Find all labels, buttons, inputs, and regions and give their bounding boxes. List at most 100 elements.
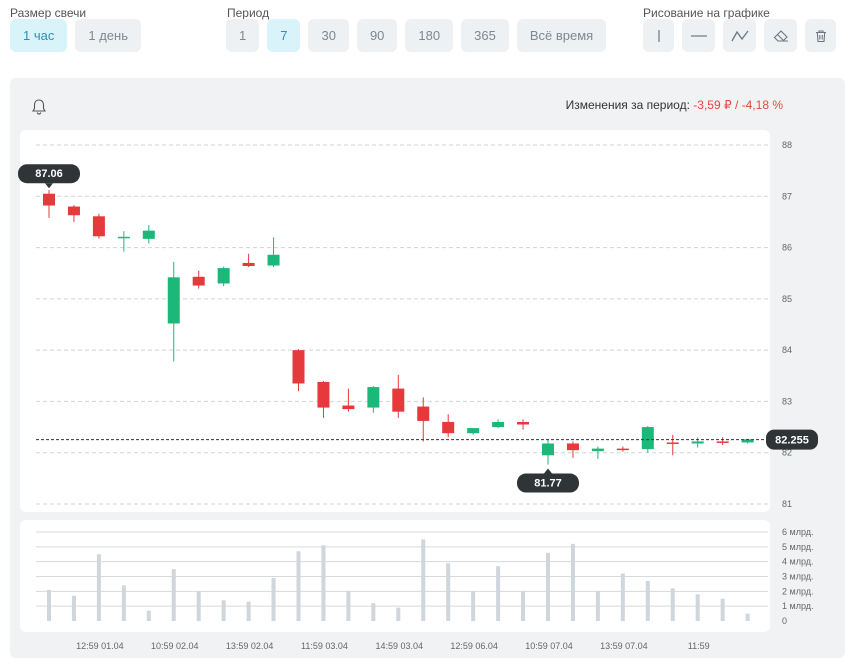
time-tick-label: 10:59 07.04: [525, 641, 573, 651]
volume-bar: [496, 566, 501, 621]
volume-bar: [71, 595, 76, 621]
candle-up: [492, 421, 505, 428]
period-30-button[interactable]: 30: [308, 19, 349, 52]
period-change-sep: /: [734, 98, 739, 112]
min-price-pointer: [544, 468, 552, 474]
time-tick-label: 14:59 03.04: [376, 641, 424, 651]
candle-down: [67, 206, 80, 216]
volume-bar: [670, 588, 675, 621]
volume-tick-label: 2 млрд.: [782, 586, 814, 596]
price-tick-label: 82: [782, 448, 792, 458]
period-title: Период: [227, 6, 270, 20]
eraser-tool[interactable]: [764, 19, 797, 52]
volume-bar: [271, 577, 276, 621]
candle-down: [192, 276, 205, 286]
time-tick-label: 13:59 02.04: [226, 641, 274, 651]
candle-down: [317, 381, 330, 408]
trend-line-icon: [730, 30, 749, 41]
period-7-button[interactable]: 7: [267, 19, 301, 52]
volume-bar: [695, 594, 700, 621]
price-tick-label: 84: [782, 345, 792, 355]
period-all-button[interactable]: Всё время: [516, 19, 607, 52]
volume-bar: [546, 552, 550, 621]
candle-up: [542, 443, 554, 456]
candle-down: [392, 388, 405, 412]
time-tick-label: 12:59 06.04: [450, 641, 498, 651]
candle-up: [741, 439, 754, 443]
candle-down: [342, 405, 355, 410]
volume-tick-label: 1 млрд.: [782, 601, 814, 611]
volume-bar: [620, 573, 625, 621]
candle-down: [442, 421, 455, 434]
clear-tool[interactable]: [805, 19, 836, 52]
volume-bar: [146, 610, 151, 621]
drawing-group: Рисование на графике: [643, 6, 770, 20]
candle-1d-button[interactable]: 1 день: [75, 19, 141, 52]
candle-down: [292, 350, 305, 384]
volume-bar: [595, 591, 600, 621]
volume-bar: [321, 545, 326, 621]
volume-bar: [171, 569, 176, 621]
volume-bar: [570, 543, 575, 621]
candle-down: [666, 442, 679, 444]
max-price-tag: [18, 164, 80, 184]
volume-bar: [221, 600, 226, 621]
trend-line-tool[interactable]: [723, 19, 756, 52]
drawing-title: Рисование на графике: [643, 6, 770, 20]
drawing-tools: [643, 19, 836, 52]
candle-down: [43, 193, 55, 206]
time-tick-label: 11:59: [688, 641, 710, 651]
period-180-button[interactable]: 180: [405, 19, 454, 52]
candle-down: [616, 448, 629, 451]
time-tick-label: 12:59 01.04: [76, 641, 124, 651]
candle-down: [517, 421, 530, 425]
period-change-pct: -4,18 %: [741, 98, 783, 112]
min-price-tag: [517, 473, 579, 493]
volume-bar: [346, 591, 351, 621]
volume-tick-label: 6 млрд.: [782, 527, 814, 537]
period-change-abs: -3,59 ₽: [693, 98, 732, 112]
period-365-button[interactable]: 365: [461, 19, 509, 52]
min-price-value: 81.77: [534, 478, 562, 490]
period-group: Период: [227, 6, 269, 20]
last-price-value: 82.255: [775, 435, 809, 447]
price-tick-label: 87: [782, 191, 792, 201]
candle-down: [716, 441, 729, 443]
volume-bar: [645, 580, 650, 621]
volume-bar: [121, 585, 126, 621]
candle-up: [367, 387, 380, 408]
last-price-tag: [766, 429, 818, 450]
candle-up: [117, 236, 130, 239]
volume-bar: [446, 563, 451, 621]
volume-tick-label: 3 млрд.: [782, 572, 814, 582]
candle-up: [167, 277, 180, 324]
price-tick-label: 81: [782, 499, 792, 509]
trash-icon: [815, 29, 826, 42]
horizontal-line-icon: [690, 34, 707, 37]
candle-down: [92, 216, 105, 237]
volume-bar: [521, 591, 526, 621]
horizontal-line-tool[interactable]: [682, 19, 715, 52]
volume-bar: [47, 589, 51, 621]
period-1-button[interactable]: 1: [226, 19, 260, 52]
volume-bar: [720, 598, 725, 621]
time-tick-label: 10:59 02.04: [151, 641, 199, 651]
candle-up: [467, 428, 480, 434]
volume-bar: [745, 613, 750, 621]
vertical-line-tool[interactable]: [643, 19, 674, 52]
bell-icon[interactable]: [30, 98, 48, 116]
volume-bar: [296, 551, 301, 621]
period-90-button[interactable]: 90: [356, 19, 398, 52]
period-change: Изменения за период: -3,59 ₽ / -4,18 %: [566, 98, 783, 112]
candle-up: [641, 427, 654, 450]
candle-1h-button[interactable]: 1 час: [10, 19, 68, 52]
volume-bar: [246, 601, 251, 621]
volume-bar: [371, 603, 376, 621]
max-price-pointer: [45, 183, 53, 189]
candle-size-group: Размер свечи: [10, 6, 86, 20]
volume-bar: [96, 554, 101, 621]
candle-down: [417, 406, 430, 421]
price-tick-label: 85: [782, 294, 792, 304]
price-tick-label: 86: [782, 243, 792, 253]
